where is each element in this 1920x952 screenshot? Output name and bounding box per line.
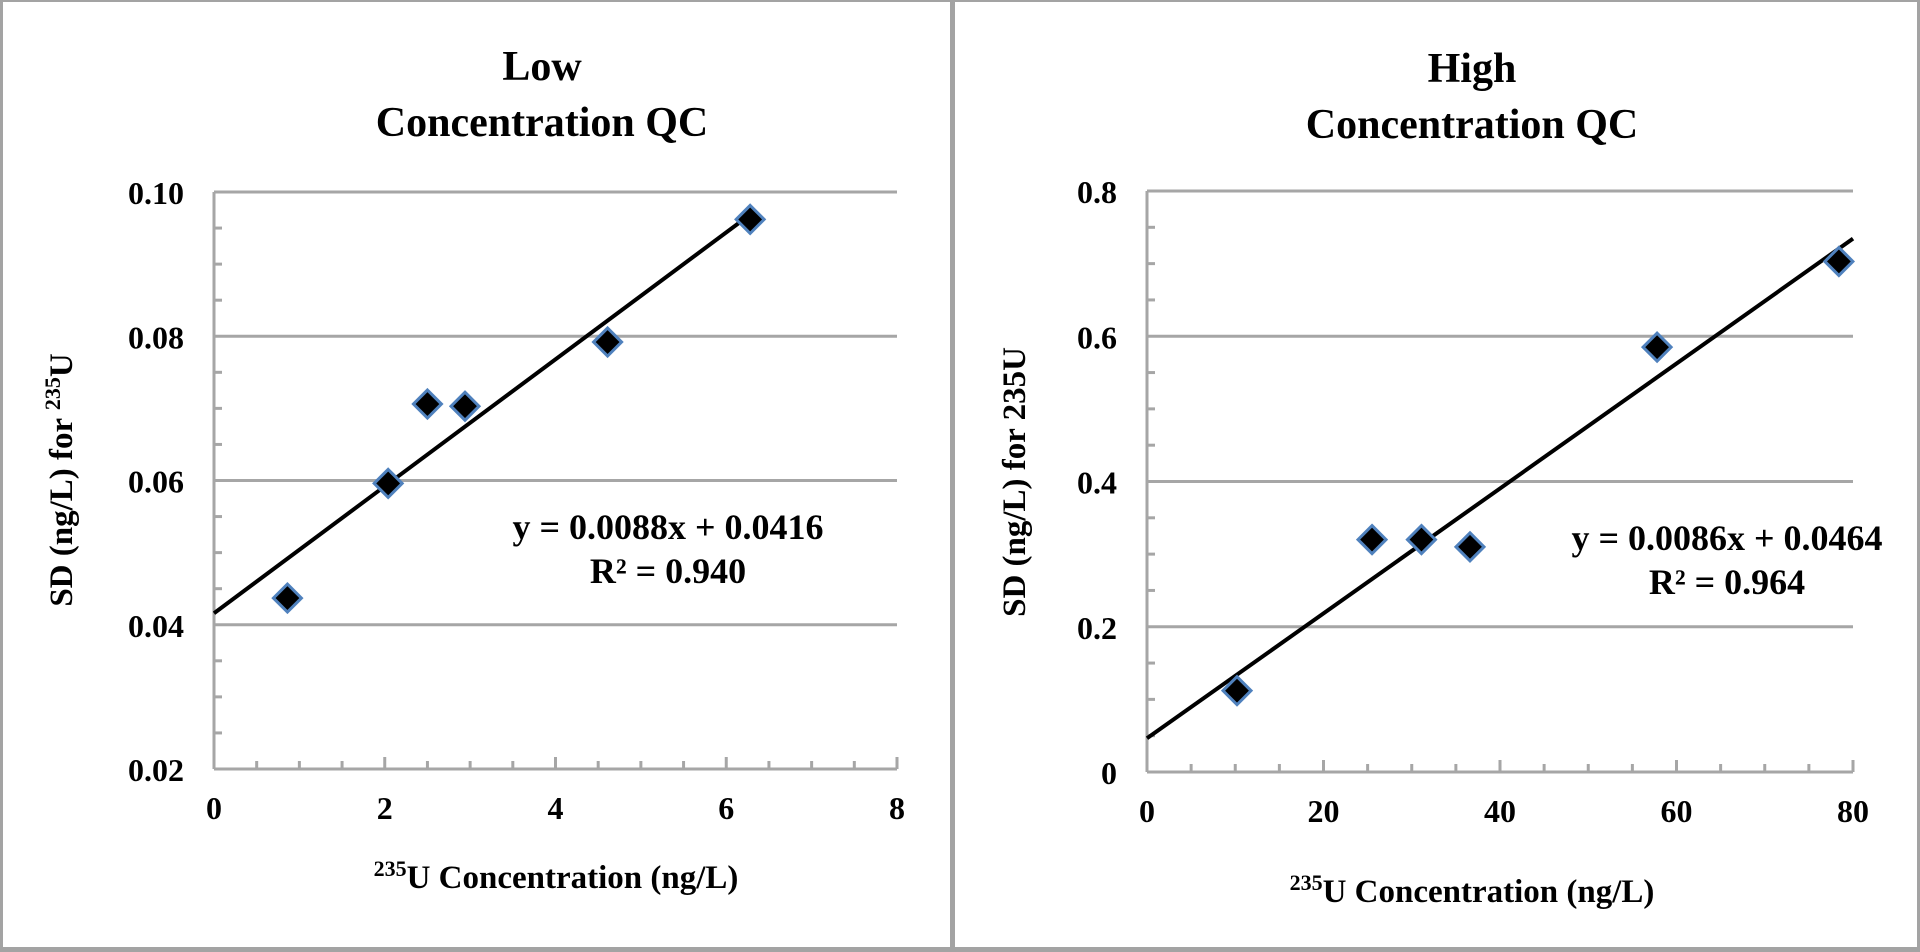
y-axis-label-text: SD (ng/L) for 235U <box>997 347 1033 617</box>
chart-title-line-2: Concentration QC <box>1306 102 1638 148</box>
data-point-diamond <box>734 203 767 236</box>
y-tick-label: 0 <box>1101 755 1117 791</box>
data-point-diamond <box>591 325 624 359</box>
y-tick-label: 0.2 <box>1077 610 1117 646</box>
data-points <box>271 203 767 615</box>
y-tick-label: 0.8 <box>1077 174 1117 210</box>
y-tick-label: 0.6 <box>1077 319 1117 355</box>
y-tick-label: 0.08 <box>128 319 184 355</box>
x-tick-label: 0 <box>1139 793 1155 829</box>
chart-low-concentration-qc: Low Concentration QC 0 2 4 6 8 0.02 0.04 0.06 0.… <box>40 44 906 897</box>
x-tick-label: 20 <box>1308 793 1340 829</box>
x-axis-label-text: U Concentration (ng/L) <box>1323 874 1655 910</box>
data-point-diamond <box>372 467 405 500</box>
tick-labels: 0 20 40 60 80 0 0.2 0.4 0.6 0.8 <box>1077 174 1869 829</box>
chart-high-concentration-qc: High Concentration QC 0 20 40 60 80 0 0.2 0.4 0.… <box>997 46 1883 911</box>
y-tick-label: 0.04 <box>128 608 184 644</box>
data-point-diamond <box>1355 523 1389 556</box>
trendline <box>212 213 752 615</box>
x-tick-label: 0 <box>206 790 222 826</box>
data-point-diamond <box>1405 523 1438 556</box>
y-tick-label: 0.10 <box>128 175 184 211</box>
gridlines <box>1147 189 1853 629</box>
data-point-diamond <box>411 387 444 421</box>
chart-title-line-1: High <box>1428 46 1517 92</box>
x-axis-label-text: U Concentration (ng/L) <box>407 860 739 896</box>
data-point-diamond <box>1822 245 1856 278</box>
chart-title-line-1: Low <box>502 44 582 90</box>
x-axis-label: 235U Concentration (ng/L) <box>1290 870 1655 911</box>
x-tick-label: 80 <box>1837 793 1869 829</box>
data-point-diamond <box>1453 530 1487 563</box>
chart-title-line-2: Concentration QC <box>376 100 708 146</box>
y-axis-label-text: SD (ng/L) for <box>44 410 80 607</box>
x-axis-label: 235U Concentration (ng/L) <box>374 856 739 897</box>
x-tick-label: 4 <box>548 790 564 826</box>
data-point-diamond <box>448 390 482 423</box>
trendline-segment <box>212 213 752 615</box>
axes <box>212 192 899 771</box>
trendline-r-squared: R² = 0.940 <box>590 551 746 591</box>
x-tick-label: 60 <box>1661 793 1693 829</box>
tick-labels: 0 2 4 6 8 0.02 0.04 0.06 0.08 0.10 <box>128 175 905 826</box>
y-axis-label-superscript: 235 <box>40 377 65 410</box>
x-tick-label: 6 <box>718 790 734 826</box>
panel-high-concentration: High Concentration QC 0 20 40 60 80 0 0.2 0.4 0.… <box>955 0 1917 952</box>
trendline-r-squared: R² = 0.964 <box>1649 562 1805 602</box>
gridlines <box>214 190 897 627</box>
data-point-diamond <box>271 581 304 615</box>
y-tick-label: 0.02 <box>128 752 184 788</box>
axes <box>1145 191 1855 774</box>
trendline-equation: y = 0.0088x + 0.0416 <box>512 507 823 547</box>
y-axis-label: SD (ng/L) for 235U <box>997 347 1033 617</box>
x-tick-label: 40 <box>1484 793 1516 829</box>
data-points <box>1220 245 1856 707</box>
data-point-diamond <box>1640 331 1674 364</box>
x-axis-label-superscript: 235 <box>1290 870 1323 895</box>
y-tick-label: 0.4 <box>1077 465 1117 501</box>
y-axis-label: SD (ng/L) for 235U <box>40 353 81 607</box>
y-tick-label: 0.06 <box>128 464 184 500</box>
panel-divider <box>950 0 955 952</box>
trendline-segment <box>1145 237 1855 740</box>
x-tick-label: 2 <box>377 790 393 826</box>
y-axis-label-tail: U <box>44 353 80 377</box>
data-point-diamond <box>1220 674 1254 707</box>
x-tick-label: 8 <box>889 790 905 826</box>
trendline <box>1145 237 1855 740</box>
trendline-equation: y = 0.0086x + 0.0464 <box>1571 518 1882 558</box>
x-axis-label-superscript: 235 <box>374 856 407 881</box>
panel-low-concentration: Low Concentration QC 0 2 4 6 8 0.02 0.04 0.06 0.… <box>0 0 950 952</box>
